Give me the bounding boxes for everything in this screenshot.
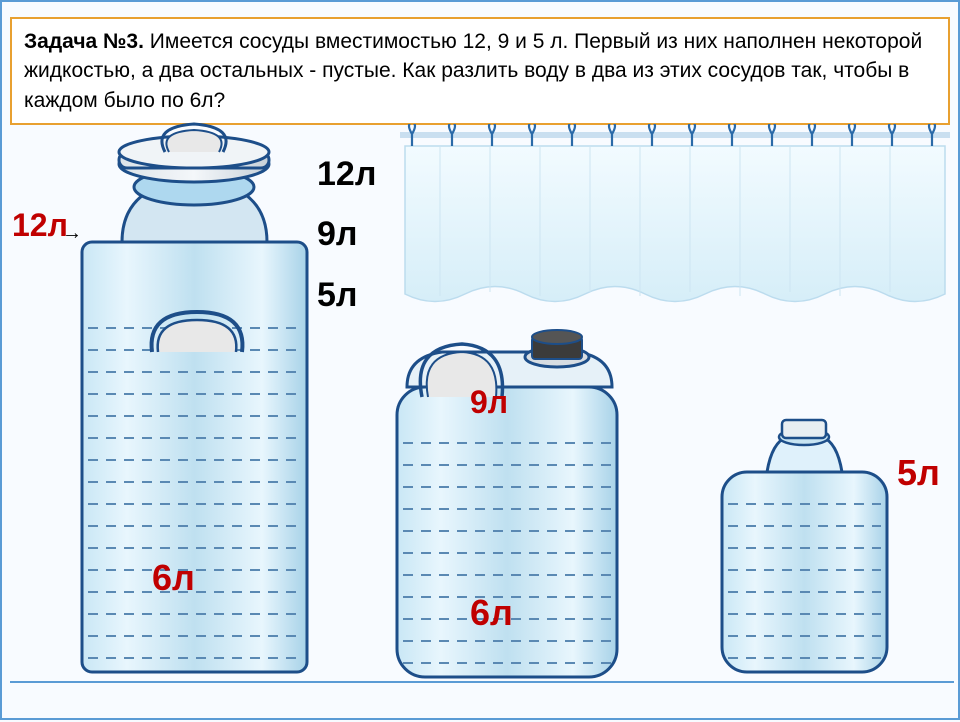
vessel-9-capacity-label: 9л	[470, 384, 508, 421]
vessel-5l	[722, 420, 887, 672]
vessel-5-capacity-label: 5л	[897, 452, 940, 494]
vessel-9-target-label: 6л	[470, 592, 513, 634]
vessel-12-target-label: 6л	[152, 557, 195, 599]
